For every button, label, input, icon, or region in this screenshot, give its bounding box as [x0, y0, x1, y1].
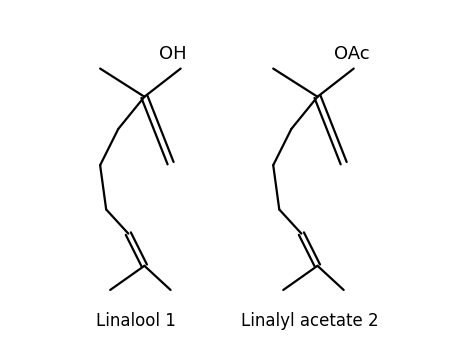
Text: OH: OH	[158, 44, 186, 63]
Text: Linalyl acetate 2: Linalyl acetate 2	[241, 312, 378, 330]
Text: OAc: OAc	[334, 44, 369, 63]
Text: Linalool 1: Linalool 1	[96, 312, 176, 330]
